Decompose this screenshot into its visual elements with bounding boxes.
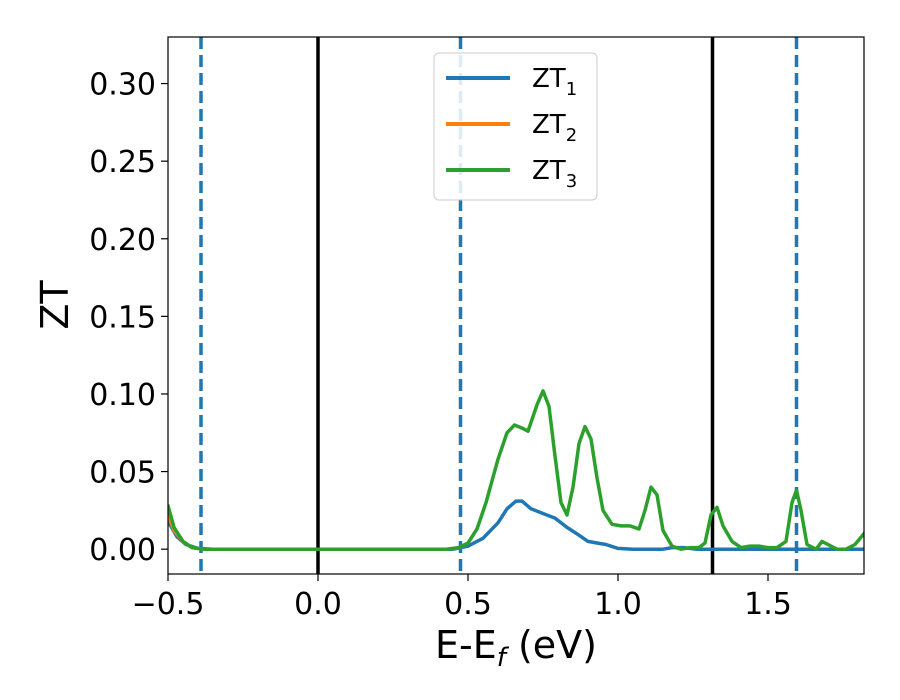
y-tick-label: 0.00 xyxy=(89,533,156,568)
y-axis-label: ZT xyxy=(33,280,77,330)
x-tick-label: 0.0 xyxy=(294,587,342,622)
x-axis-label-unit: (eV) xyxy=(506,623,597,667)
x-tick-label: 0.5 xyxy=(444,587,492,622)
legend-label-main: ZT xyxy=(532,156,566,186)
x-tick-label: −0.5 xyxy=(132,587,205,622)
legend-label-sub: 2 xyxy=(566,125,577,146)
y-tick-label: 0.25 xyxy=(89,145,156,180)
x-axis-label: E-Ef (eV) xyxy=(435,623,597,673)
y-tick-label: 0.30 xyxy=(89,68,156,103)
y-tick-label: 0.15 xyxy=(89,300,156,335)
legend-label-sub: 3 xyxy=(566,171,577,192)
series-lines xyxy=(168,389,864,551)
legend-label-zt1: ZT1 xyxy=(532,64,577,100)
series-line-zt3 xyxy=(168,389,864,551)
y-axis: 0.00 0.05 0.10 0.15 0.20 0.25 0.30 xyxy=(89,68,168,568)
y-tick-label: 0.05 xyxy=(89,456,156,491)
y-tick-label: 0.20 xyxy=(89,223,156,258)
x-axis: −0.5 0.0 0.5 1.0 1.5 xyxy=(132,574,792,622)
x-tick-label: 1.5 xyxy=(744,587,792,622)
reference-lines xyxy=(199,37,799,574)
legend-label-main: ZT xyxy=(532,64,566,94)
y-tick-label: 0.10 xyxy=(89,378,156,413)
legend-label-zt2: ZT2 xyxy=(532,110,577,146)
x-tick-label: 1.0 xyxy=(594,587,642,622)
series-line-zt1 xyxy=(168,499,864,551)
legend-label-zt3: ZT3 xyxy=(532,156,577,192)
legend-label-sub: 1 xyxy=(566,79,577,100)
legend-label-main: ZT xyxy=(532,110,566,140)
legend-box xyxy=(433,52,598,201)
plot-frame xyxy=(167,36,865,575)
